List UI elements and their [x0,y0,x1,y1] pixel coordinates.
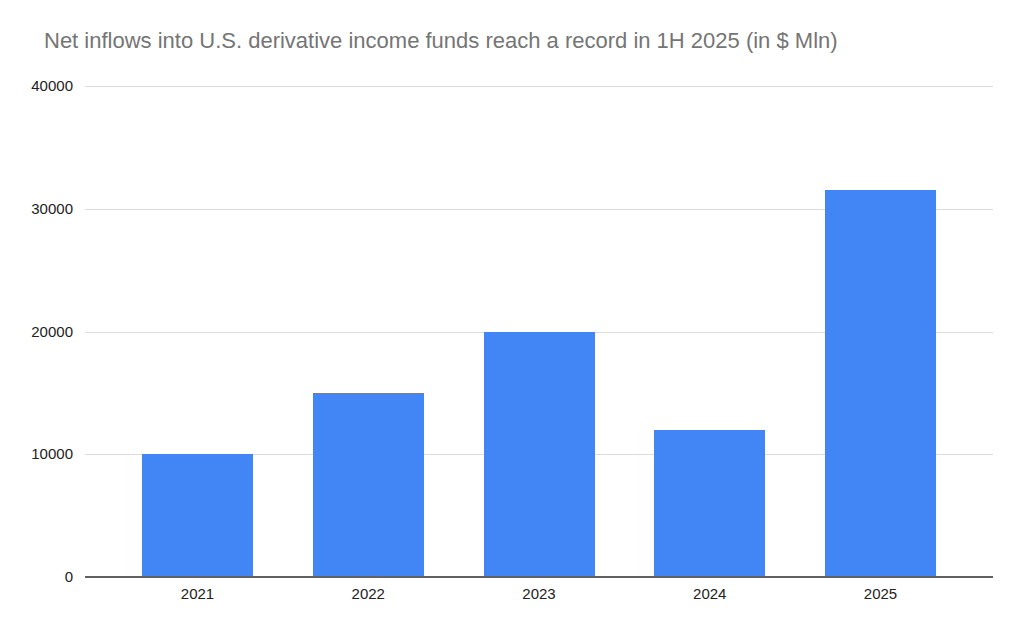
x-tick-label: 2024 [654,585,765,602]
plot-area: 010000200003000040000 [85,86,993,577]
x-tick-label: 2021 [142,585,253,602]
chart-title: Net inflows into U.S. derivative income … [44,28,838,54]
chart-figure: Net inflows into U.S. derivative income … [0,0,1024,634]
y-tick-label: 40000 [0,78,73,94]
x-axis-labels: 2021 2022 2023 2024 2025 [85,585,993,602]
y-tick-label: 20000 [0,324,73,340]
bar-2021 [142,454,253,577]
bar-2025 [825,190,936,577]
y-tick-label: 30000 [0,201,73,217]
bar-series [85,86,993,577]
y-tick-label: 10000 [0,446,73,462]
x-tick-label: 2023 [484,585,595,602]
bar-2023 [484,332,595,578]
y-tick-label: 0 [0,569,73,585]
x-tick-label: 2022 [313,585,424,602]
bar-2024 [654,430,765,577]
bar-2022 [313,393,424,577]
x-tick-label: 2025 [825,585,936,602]
x-axis-line [85,576,993,578]
